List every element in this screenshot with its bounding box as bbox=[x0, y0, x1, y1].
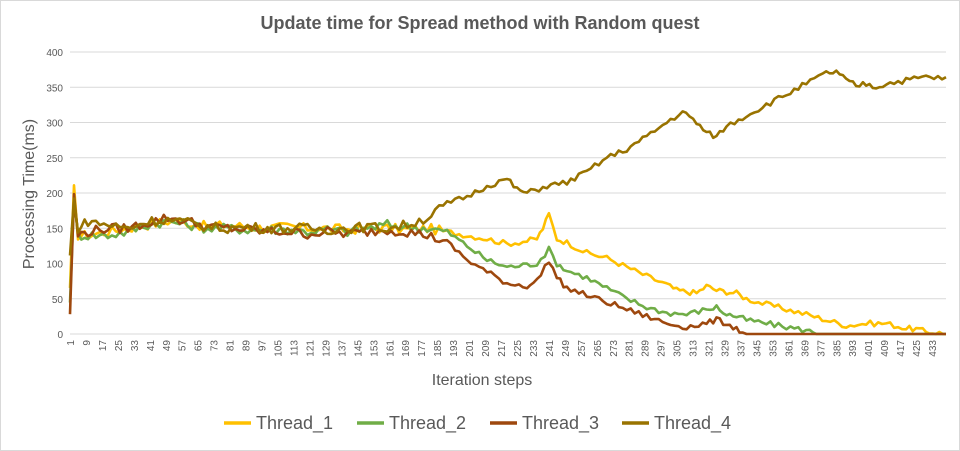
y-axis-ticks: 0 50 100 150 200 250 300 350 400 bbox=[46, 48, 63, 341]
x-tick-label: 241 bbox=[545, 340, 556, 357]
series-line-thread_4 bbox=[68, 69, 947, 256]
x-tick-label: 353 bbox=[768, 340, 779, 357]
y-tick-label: 200 bbox=[46, 189, 63, 200]
chart-title: Update time for Spread method with Rando… bbox=[260, 13, 699, 33]
x-tick-label: 377 bbox=[816, 340, 827, 357]
legend-label: Thread_3 bbox=[522, 413, 599, 434]
y-tick-label: 50 bbox=[52, 295, 64, 306]
x-tick-label: 97 bbox=[258, 340, 269, 352]
x-tick-label: 177 bbox=[417, 340, 428, 357]
x-tick-label: 217 bbox=[497, 340, 508, 357]
x-tick-label: 281 bbox=[625, 340, 636, 357]
x-tick-label: 169 bbox=[401, 340, 412, 357]
legend-label: Thread_2 bbox=[389, 413, 466, 434]
x-tick-label: 337 bbox=[736, 340, 747, 357]
x-axis-title: Iteration steps bbox=[432, 372, 533, 389]
x-tick-label: 433 bbox=[928, 340, 939, 357]
series-line-thread_1 bbox=[68, 184, 947, 336]
y-axis-title: Processing Time(ms) bbox=[21, 119, 38, 269]
x-tick-label: 25 bbox=[114, 340, 125, 352]
x-tick-label: 385 bbox=[832, 340, 843, 357]
x-tick-label: 201 bbox=[465, 340, 476, 357]
x-tick-label: 369 bbox=[800, 340, 811, 357]
x-tick-label: 289 bbox=[641, 340, 652, 357]
x-axis-ticks: 1 9 17 25 33 41 49 57 65 73 81 89 97 105 113 121 129 137 1… bbox=[66, 340, 939, 357]
x-tick-label: 9 bbox=[82, 340, 93, 346]
x-tick-label: 425 bbox=[912, 340, 923, 357]
series-layer bbox=[68, 69, 947, 336]
y-tick-label: 250 bbox=[46, 154, 63, 165]
x-tick-label: 265 bbox=[593, 340, 604, 357]
x-tick-label: 297 bbox=[657, 340, 668, 357]
grid-lines bbox=[70, 51, 946, 335]
legend-label: Thread_4 bbox=[654, 413, 731, 434]
x-tick-label: 209 bbox=[481, 340, 492, 357]
x-tick-label: 1 bbox=[66, 340, 77, 346]
x-tick-label: 305 bbox=[673, 340, 684, 357]
legend-label: Thread_1 bbox=[256, 413, 333, 434]
x-tick-label: 57 bbox=[178, 340, 189, 352]
x-tick-label: 321 bbox=[705, 340, 716, 357]
x-tick-label: 249 bbox=[561, 340, 572, 357]
x-tick-label: 329 bbox=[721, 340, 732, 357]
y-tick-label: 400 bbox=[46, 48, 63, 59]
x-tick-label: 33 bbox=[130, 340, 141, 352]
x-tick-label: 73 bbox=[210, 340, 221, 352]
x-tick-label: 233 bbox=[529, 340, 540, 357]
series-line-thread_3 bbox=[68, 192, 946, 336]
y-tick-label: 100 bbox=[46, 260, 63, 271]
x-tick-label: 161 bbox=[385, 340, 396, 357]
x-tick-label: 393 bbox=[848, 340, 859, 357]
x-tick-label: 345 bbox=[752, 340, 763, 357]
x-tick-label: 145 bbox=[353, 340, 364, 357]
x-tick-label: 225 bbox=[513, 340, 524, 357]
x-tick-label: 313 bbox=[689, 340, 700, 357]
series-line-thread_2 bbox=[68, 199, 946, 336]
x-tick-label: 89 bbox=[242, 340, 253, 352]
x-tick-label: 193 bbox=[449, 340, 460, 357]
x-tick-label: 41 bbox=[146, 340, 157, 352]
x-tick-label: 49 bbox=[162, 340, 173, 352]
x-tick-label: 361 bbox=[784, 340, 795, 357]
x-tick-label: 17 bbox=[98, 340, 109, 352]
x-tick-label: 257 bbox=[577, 340, 588, 357]
x-tick-label: 113 bbox=[289, 340, 300, 356]
y-tick-label: 0 bbox=[57, 330, 63, 341]
x-tick-label: 273 bbox=[609, 340, 620, 357]
x-tick-label: 137 bbox=[337, 340, 348, 357]
x-tick-label: 185 bbox=[433, 340, 444, 357]
x-tick-label: 153 bbox=[369, 340, 380, 357]
x-tick-label: 409 bbox=[880, 340, 891, 357]
legend: Thread_1 Thread_2 Thread_3 Thread_4 bbox=[224, 413, 731, 434]
x-tick-label: 81 bbox=[226, 340, 237, 352]
x-tick-label: 401 bbox=[864, 340, 875, 357]
y-tick-label: 150 bbox=[46, 224, 63, 235]
x-tick-label: 105 bbox=[274, 340, 285, 357]
x-tick-label: 121 bbox=[305, 340, 316, 357]
x-tick-label: 417 bbox=[896, 340, 907, 357]
x-tick-label: 129 bbox=[321, 340, 332, 357]
x-tick-label: 65 bbox=[194, 340, 205, 352]
y-tick-label: 300 bbox=[46, 119, 63, 130]
y-tick-label: 350 bbox=[46, 83, 63, 94]
